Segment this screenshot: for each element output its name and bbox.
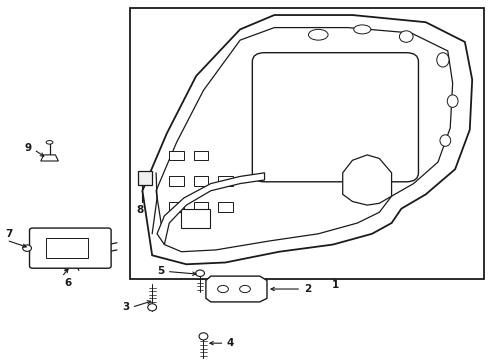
Text: 7: 7: [5, 229, 13, 239]
Bar: [194, 176, 208, 186]
Bar: [218, 176, 233, 186]
Ellipse shape: [240, 285, 250, 293]
Ellipse shape: [440, 135, 451, 146]
Bar: [169, 176, 184, 186]
Polygon shape: [41, 155, 58, 161]
FancyBboxPatch shape: [29, 228, 111, 268]
Text: 6: 6: [64, 278, 72, 288]
Text: 3: 3: [122, 302, 129, 312]
Text: 5: 5: [157, 266, 164, 276]
Bar: [218, 202, 233, 212]
Ellipse shape: [447, 95, 458, 107]
Ellipse shape: [46, 140, 53, 144]
Text: 1: 1: [332, 280, 339, 290]
FancyBboxPatch shape: [252, 53, 418, 182]
Polygon shape: [157, 173, 265, 244]
Bar: [139, 171, 152, 185]
Text: 2: 2: [304, 284, 311, 294]
Text: 4: 4: [227, 338, 234, 348]
Polygon shape: [206, 276, 267, 302]
Bar: [169, 202, 184, 212]
Ellipse shape: [354, 25, 371, 34]
Text: 9: 9: [24, 143, 31, 153]
Bar: [181, 209, 210, 228]
Ellipse shape: [309, 30, 328, 40]
Polygon shape: [343, 155, 392, 205]
Bar: [169, 151, 184, 160]
Ellipse shape: [199, 333, 208, 340]
Ellipse shape: [437, 53, 449, 67]
Ellipse shape: [148, 304, 157, 311]
Text: 8: 8: [137, 205, 144, 215]
Polygon shape: [143, 15, 472, 264]
Bar: [194, 202, 208, 212]
Bar: [46, 238, 88, 258]
Bar: [194, 151, 208, 160]
Ellipse shape: [23, 245, 31, 251]
Bar: [130, 8, 485, 279]
Ellipse shape: [196, 270, 204, 276]
Ellipse shape: [218, 285, 228, 293]
Ellipse shape: [399, 31, 413, 42]
